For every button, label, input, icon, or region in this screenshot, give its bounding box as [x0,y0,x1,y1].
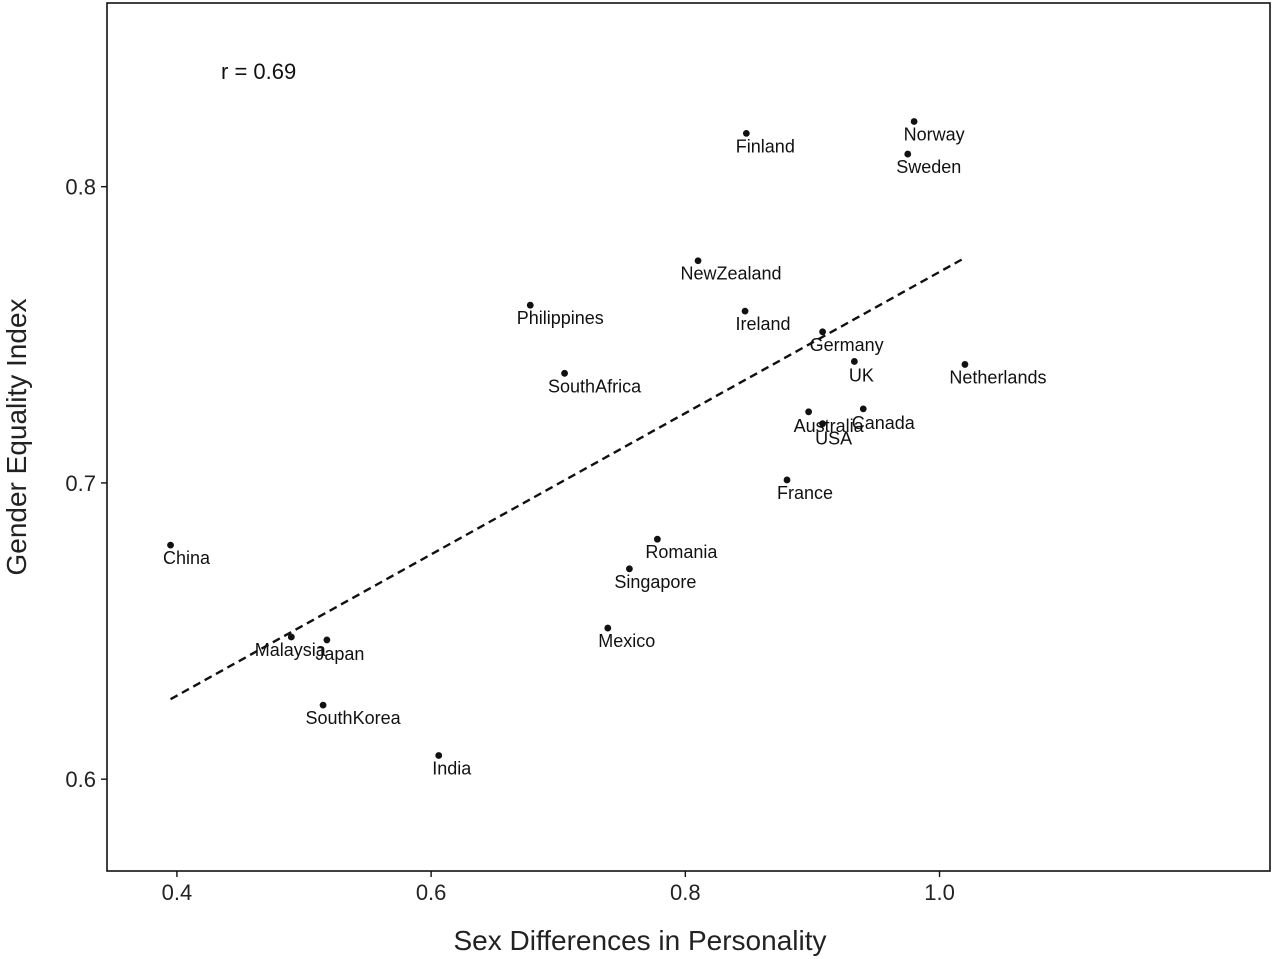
point-label-norway: Norway [904,124,965,144]
point-label-netherlands: Netherlands [949,367,1046,387]
point-label-germany: Germany [810,335,884,355]
point-label-usa: USA [815,429,852,449]
point-france [783,476,791,484]
point-malaysia [287,633,295,641]
point-label-newzealand: NewZealand [681,264,782,284]
point-newzealand [694,257,702,265]
point-japan [323,636,331,644]
point-germany [819,328,826,336]
point-china [167,541,174,549]
point-label-romania: Romania [645,542,718,562]
point-philippines [526,301,534,309]
trend-line-layer [169,256,966,701]
point-norway [910,118,918,125]
y-tick-label: 0.6 [65,767,96,792]
point-ireland [741,307,749,315]
point-label-southkorea: SouthKorea [306,708,402,728]
point-label-uk: UK [849,365,874,385]
correlation-annotation: r = 0.69 [221,59,296,84]
point-australia [805,408,813,416]
point-label-finland: Finland [736,136,795,156]
x-tick-label: 0.6 [416,880,447,905]
point-label-malaysia: Malaysia [255,640,327,660]
x-axis-title: Sex Differences in Personality [454,925,827,956]
x-tick-label: 0.8 [670,880,701,905]
x-tick-label: 0.4 [162,880,193,905]
point-canada [859,405,867,413]
points-layer [167,118,969,759]
y-tick-label: 0.8 [65,175,96,200]
point-label-sweden: Sweden [896,157,961,177]
point-label-philippines: Philippines [517,308,604,328]
point-southafrica [561,369,568,377]
y-axis-ticks: 0.6 0.7 0.8 [65,175,107,792]
point-label-singapore: Singapore [614,572,696,592]
point-finland [742,129,750,137]
plot-frame [106,2,1271,872]
point-label-southafrica: SouthAfrica [548,376,642,396]
x-tick-label: 1.0 [924,880,955,905]
point-label-japan: Japan [315,644,364,664]
point-india [435,752,443,759]
point-label-china: China [163,548,211,568]
point-romania [653,535,661,543]
point-label-mexico: Mexico [598,631,655,651]
point-label-australia: Australia [794,416,865,436]
point-sweden [904,150,912,158]
x-axis-ticks: 0.4 0.6 0.8 1.0 [162,871,955,905]
y-axis-title: Gender Equality Index [1,298,32,575]
point-netherlands [961,361,969,368]
point-label-india: India [432,758,472,778]
point-usa [819,420,826,428]
point-mexico [604,624,612,632]
point-label-france: France [777,483,833,503]
point-singapore [625,565,633,573]
trend-line [169,256,966,701]
point-uk [850,358,858,365]
point-label-canada: Canada [852,413,916,433]
point-southkorea [319,701,327,709]
point-label-ireland: Ireland [736,314,791,334]
y-tick-label: 0.7 [65,471,96,496]
